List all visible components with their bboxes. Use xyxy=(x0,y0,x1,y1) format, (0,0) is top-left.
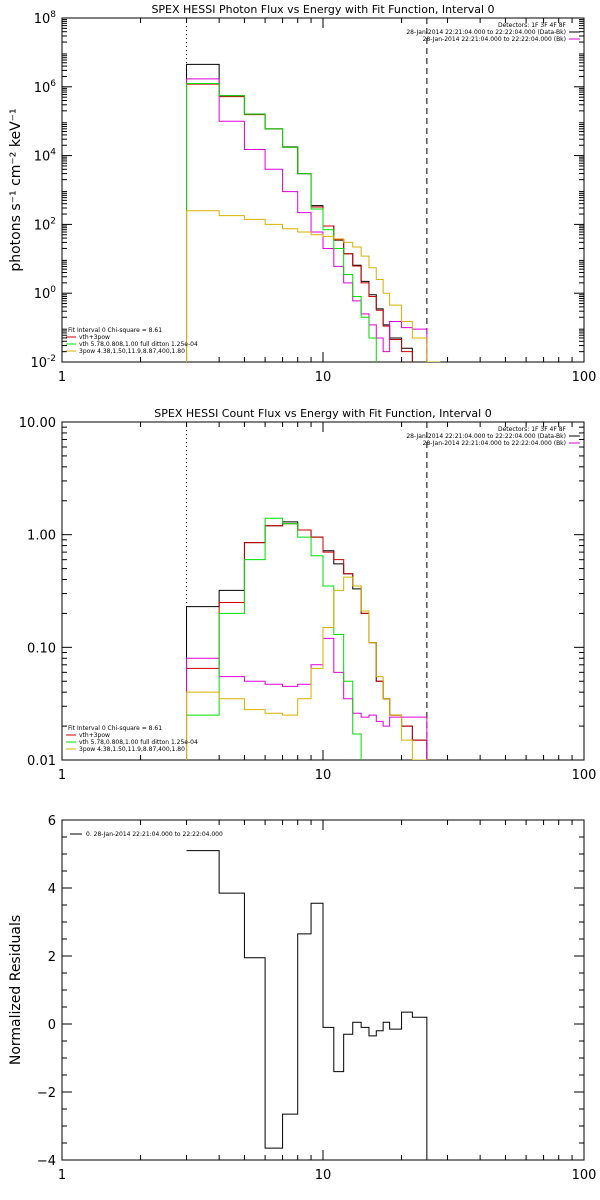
x-tick-label: 10 xyxy=(315,1168,332,1183)
x-tick-label: 10 xyxy=(315,370,332,385)
x-tick-label: 100 xyxy=(572,370,597,385)
y-tick-label: 0 xyxy=(48,1018,56,1033)
x-tick-label: 100 xyxy=(572,768,597,783)
series-0-steps xyxy=(186,850,428,1160)
top-legend-entry: 28-Jan-2014 22:21:04.000 to 22:22:04.000… xyxy=(423,440,566,447)
x-tick-label: 1 xyxy=(58,370,66,385)
y-tick-label: 104 xyxy=(34,148,57,165)
y-tick-label: 10.00 xyxy=(19,416,56,431)
photon-flux-panel: SPEX HESSI Photon Flux vs Energy with Fi… xyxy=(8,3,597,385)
series-3-steps xyxy=(186,82,377,362)
plot-frame xyxy=(61,421,585,761)
bottom-legend-entry: vth 5.78,0.808,1.00 full ditton 1.25e-04 xyxy=(79,739,198,746)
series-3-steps xyxy=(186,517,362,760)
plot-frame xyxy=(61,17,585,363)
top-legend-entry: 28-Jan-2014 22:21:04.000 to 22:22:04.000… xyxy=(406,29,566,36)
top-legend-entry: Detectors: 1F 3F 4F 8F xyxy=(498,426,567,433)
x-tick-label: 1 xyxy=(58,1168,66,1183)
y-tick-label: 108 xyxy=(34,10,57,27)
bottom-legend-entry: 3pow 4.38,1.50,11.9,8.87,400,1.80 xyxy=(79,348,185,355)
series-1-steps xyxy=(186,523,428,760)
y-tick-label: 106 xyxy=(34,79,57,96)
top-legend-entry: 28-Jan-2014 22:21:04.000 to 22:22:04.000… xyxy=(423,36,566,43)
top-legend-entry: 28-Jan-2014 22:21:04.000 to 22:22:04.000… xyxy=(406,433,566,440)
y-tick-label: 100 xyxy=(34,285,57,302)
y-axis-label: Normalized Residuals xyxy=(8,915,24,1065)
bottom-legend-entry: Fit Interval 0 Chi-square = 8.61 xyxy=(68,327,162,334)
x-tick-label: 1 xyxy=(58,768,66,783)
series-0-steps xyxy=(186,63,413,362)
y-tick-label: 6 xyxy=(48,814,56,829)
y-tick-label: 0.10 xyxy=(27,641,56,656)
series-0-steps xyxy=(186,521,428,760)
y-tick-label: −4 xyxy=(37,1154,56,1169)
series-4-steps xyxy=(186,210,441,362)
bottom-legend-entry: vth+3pow xyxy=(79,334,110,341)
y-tick-label: 0.01 xyxy=(27,754,56,769)
bottom-legend-entry: vth+3pow xyxy=(79,732,110,739)
series-1-steps xyxy=(186,83,413,362)
series-2-steps xyxy=(186,78,428,362)
y-tick-label: 4 xyxy=(48,882,56,897)
top-legend-entry: Detectors: 1F 3F 4F 8F xyxy=(498,22,567,29)
y-axis-label: photons s⁻¹ cm⁻² keV⁻¹ xyxy=(8,108,24,271)
y-tick-label: 1.00 xyxy=(27,529,56,544)
y-tick-label: 10-2 xyxy=(30,354,56,371)
y-tick-label: 102 xyxy=(34,216,56,233)
residuals-panel: 1 10 100 −4 −2 0 2 4 6 Normalized Residuals 0. 28-… xyxy=(8,814,596,1183)
count-flux-panel: SPEX HESSI Count Flux vs Energy with Fit… xyxy=(19,407,597,783)
chart-title: SPEX HESSI Photon Flux vs Energy with Fi… xyxy=(151,3,494,16)
series-4-steps xyxy=(186,576,428,760)
y-tick-label: 2 xyxy=(48,950,56,965)
x-tick-label: 10 xyxy=(315,768,332,783)
series-2-steps xyxy=(186,637,428,760)
y-tick-label: −2 xyxy=(37,1086,56,1101)
bottom-legend-entry: Fit Interval 0 Chi-square = 8.61 xyxy=(68,725,162,732)
corner-legend-entry: 0. 28-Jan-2014 22:21:04.000 to 22:22:04.… xyxy=(86,831,223,838)
chart-title: SPEX HESSI Count Flux vs Energy with Fit… xyxy=(154,407,491,420)
bottom-legend-entry: 3pow 4.38,1.50,11.9,8.87,400,1.80 xyxy=(79,746,185,753)
bottom-legend-entry: vth 5.78,0.808,1.00 full ditton 1.25e-04 xyxy=(79,341,198,348)
x-tick-label: 100 xyxy=(572,1168,597,1183)
